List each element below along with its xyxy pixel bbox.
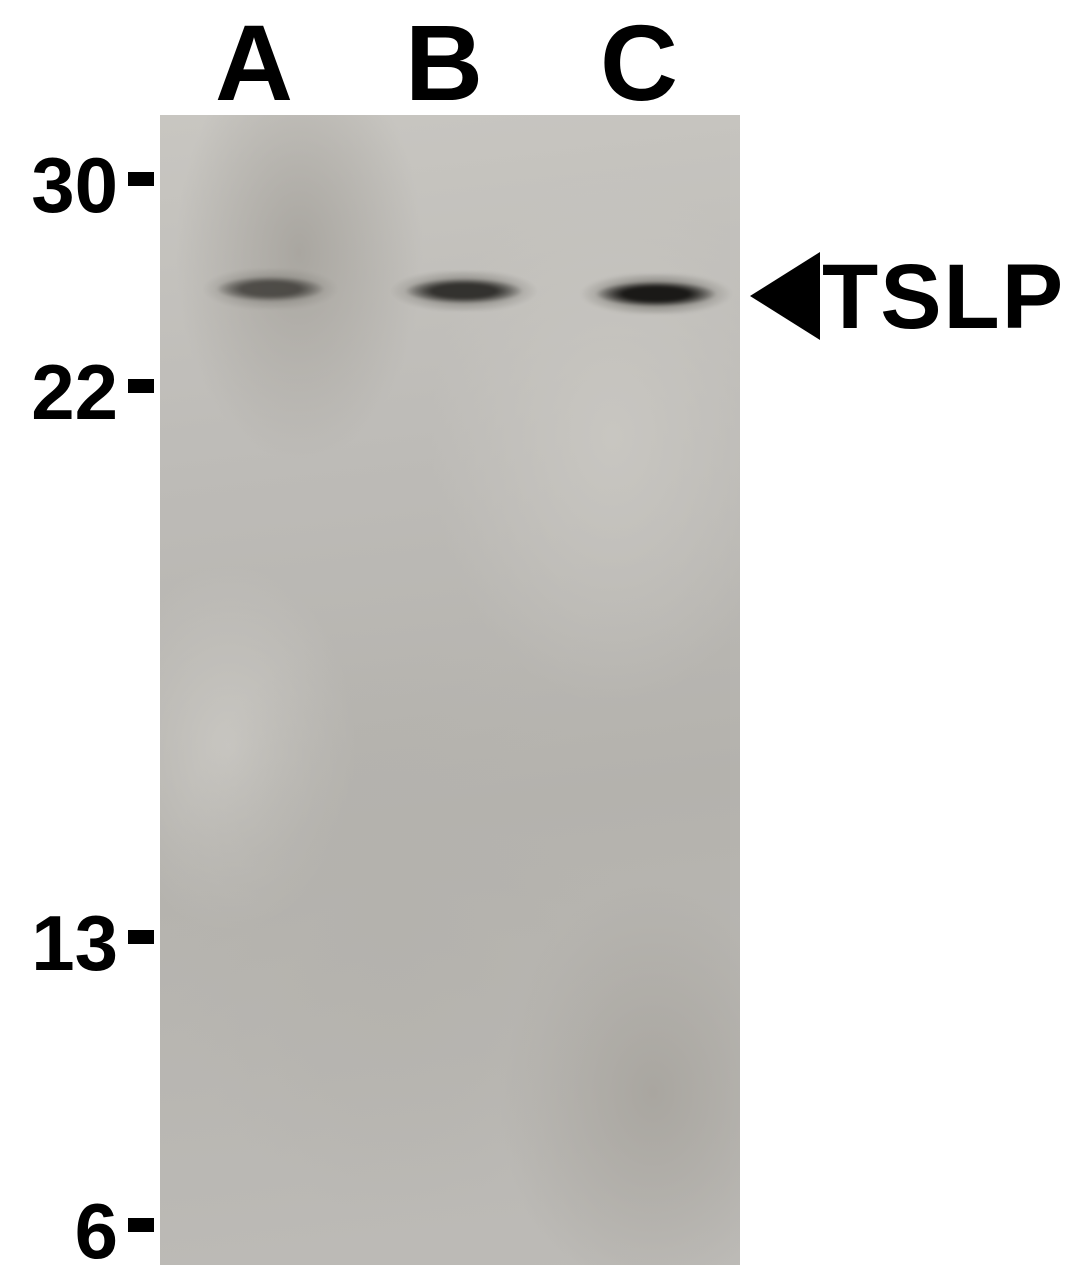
band-lane-b — [385, 271, 543, 311]
lane-label-a: A — [215, 0, 293, 125]
lane-label-c: C — [600, 0, 678, 125]
band-lane-a — [198, 269, 343, 309]
protein-label-tslp: TSLP — [822, 245, 1065, 350]
marker-tick-13 — [128, 930, 154, 944]
marker-label-30: 30 — [31, 140, 118, 231]
marker-label-6: 6 — [75, 1186, 118, 1277]
band-lane-c — [575, 274, 737, 314]
tslp-arrow-icon — [750, 252, 820, 340]
marker-tick-6 — [128, 1218, 154, 1232]
marker-tick-22 — [128, 379, 154, 393]
marker-tick-30 — [128, 172, 154, 186]
marker-label-13: 13 — [31, 898, 118, 989]
blot-membrane — [160, 115, 740, 1265]
lane-label-b: B — [405, 0, 483, 125]
marker-label-22: 22 — [31, 347, 118, 438]
